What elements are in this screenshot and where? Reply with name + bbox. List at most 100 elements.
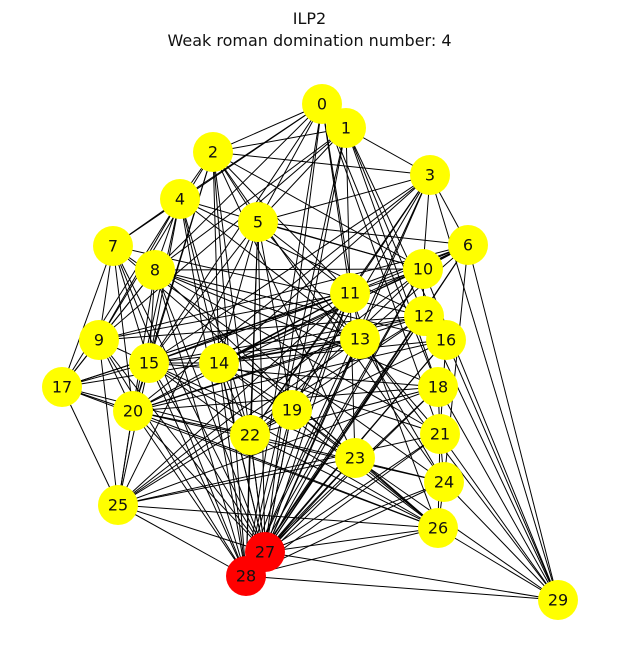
node-label-29: 29 [548, 591, 568, 610]
edge-8-27 [154, 269, 266, 553]
edge-1-8 [154, 127, 347, 271]
node-label-16: 16 [436, 331, 456, 350]
node-18: 18 [418, 367, 458, 407]
node-label-5: 5 [253, 213, 263, 232]
edge-16-29 [445, 339, 559, 601]
edge-5-14 [218, 221, 259, 364]
node-26: 26 [418, 508, 458, 548]
node-circle-11 [330, 273, 370, 313]
node-9: 9 [79, 320, 119, 360]
node-label-25: 25 [108, 496, 128, 515]
edge-5-15 [148, 221, 259, 364]
node-circle-16 [426, 320, 466, 360]
edge-5-27 [257, 221, 266, 553]
edge-5-10 [257, 221, 424, 270]
node-circle-22 [230, 415, 270, 455]
edge-15-22 [148, 362, 251, 436]
node-circle-29 [538, 580, 578, 620]
edge-14-21 [218, 362, 441, 435]
edge-10-25 [117, 268, 424, 506]
node-2: 2 [193, 132, 233, 172]
edge-1-11 [345, 127, 351, 294]
edge-26-29 [437, 527, 559, 601]
node-circle-15 [129, 343, 169, 383]
node-21: 21 [420, 414, 460, 454]
node-label-13: 13 [350, 330, 370, 349]
edge-11-23 [349, 292, 356, 459]
edge-11-15 [148, 292, 351, 364]
edge-2-10 [212, 151, 424, 270]
node-7: 7 [93, 226, 133, 266]
edge-15-23 [148, 362, 356, 459]
edge-16-20 [132, 339, 447, 412]
node-label-18: 18 [428, 378, 448, 397]
node-circle-28 [226, 556, 266, 596]
node-17: 17 [42, 367, 82, 407]
edge-15-27 [148, 362, 266, 553]
node-circle-1 [326, 108, 366, 148]
edge-20-28 [132, 410, 247, 577]
node-24: 24 [424, 462, 464, 502]
node-circle-17 [42, 367, 82, 407]
node-label-22: 22 [240, 426, 260, 445]
node-28: 28 [226, 556, 266, 596]
node-label-9: 9 [94, 331, 104, 350]
node-label-1: 1 [341, 119, 351, 138]
node-circle-18 [418, 367, 458, 407]
node-label-10: 10 [413, 260, 433, 279]
node-circle-8 [135, 250, 175, 290]
edge-4-17 [61, 198, 181, 388]
node-circle-4 [160, 179, 200, 219]
edge-26-27 [264, 527, 439, 553]
edge-15-25 [117, 362, 150, 506]
edge-9-28 [98, 339, 247, 577]
edge-12-14 [218, 315, 425, 364]
edge-8-16 [154, 269, 447, 341]
node-label-11: 11 [340, 284, 360, 303]
edge-24-27 [264, 481, 445, 553]
node-4: 4 [160, 179, 200, 219]
edge-14-28 [218, 362, 247, 577]
node-16: 16 [426, 320, 466, 360]
edge-11-28 [245, 292, 351, 577]
edge-7-27 [112, 245, 266, 553]
edge-21-29 [439, 433, 559, 601]
edge-7-28 [112, 245, 247, 577]
node-label-12: 12 [414, 307, 434, 326]
node-label-6: 6 [463, 236, 473, 255]
node-10: 10 [403, 249, 443, 289]
node-5: 5 [238, 202, 278, 242]
edge-2-9 [98, 151, 214, 341]
edge-8-23 [154, 269, 356, 459]
edge-7-20 [112, 245, 134, 412]
node-label-0: 0 [317, 95, 327, 114]
edge-0-5 [257, 103, 323, 223]
node-circle-2 [193, 132, 233, 172]
edge-20-27 [132, 410, 266, 553]
edge-25-27 [117, 504, 266, 553]
edge-0-7 [112, 103, 323, 247]
node-label-14: 14 [209, 354, 229, 373]
node-29: 29 [538, 580, 578, 620]
edge-18-29 [437, 386, 559, 601]
edge-11-22 [249, 292, 351, 436]
edge-7-17 [61, 245, 114, 388]
node-14: 14 [199, 343, 239, 383]
node-22: 22 [230, 415, 270, 455]
edge-25-28 [117, 504, 247, 577]
node-6: 6 [448, 225, 488, 265]
node-circle-21 [420, 414, 460, 454]
edge-28-29 [245, 575, 559, 601]
node-label-2: 2 [208, 143, 218, 162]
edge-18-25 [117, 386, 439, 506]
node-label-4: 4 [175, 190, 185, 209]
node-19: 19 [272, 390, 312, 430]
node-circle-3 [410, 155, 450, 195]
edge-1-5 [257, 127, 347, 223]
edge-9-11 [98, 292, 351, 341]
node-circle-10 [403, 249, 443, 289]
edge-25-26 [117, 504, 439, 529]
node-11: 11 [330, 273, 370, 313]
edge-8-28 [154, 269, 247, 577]
